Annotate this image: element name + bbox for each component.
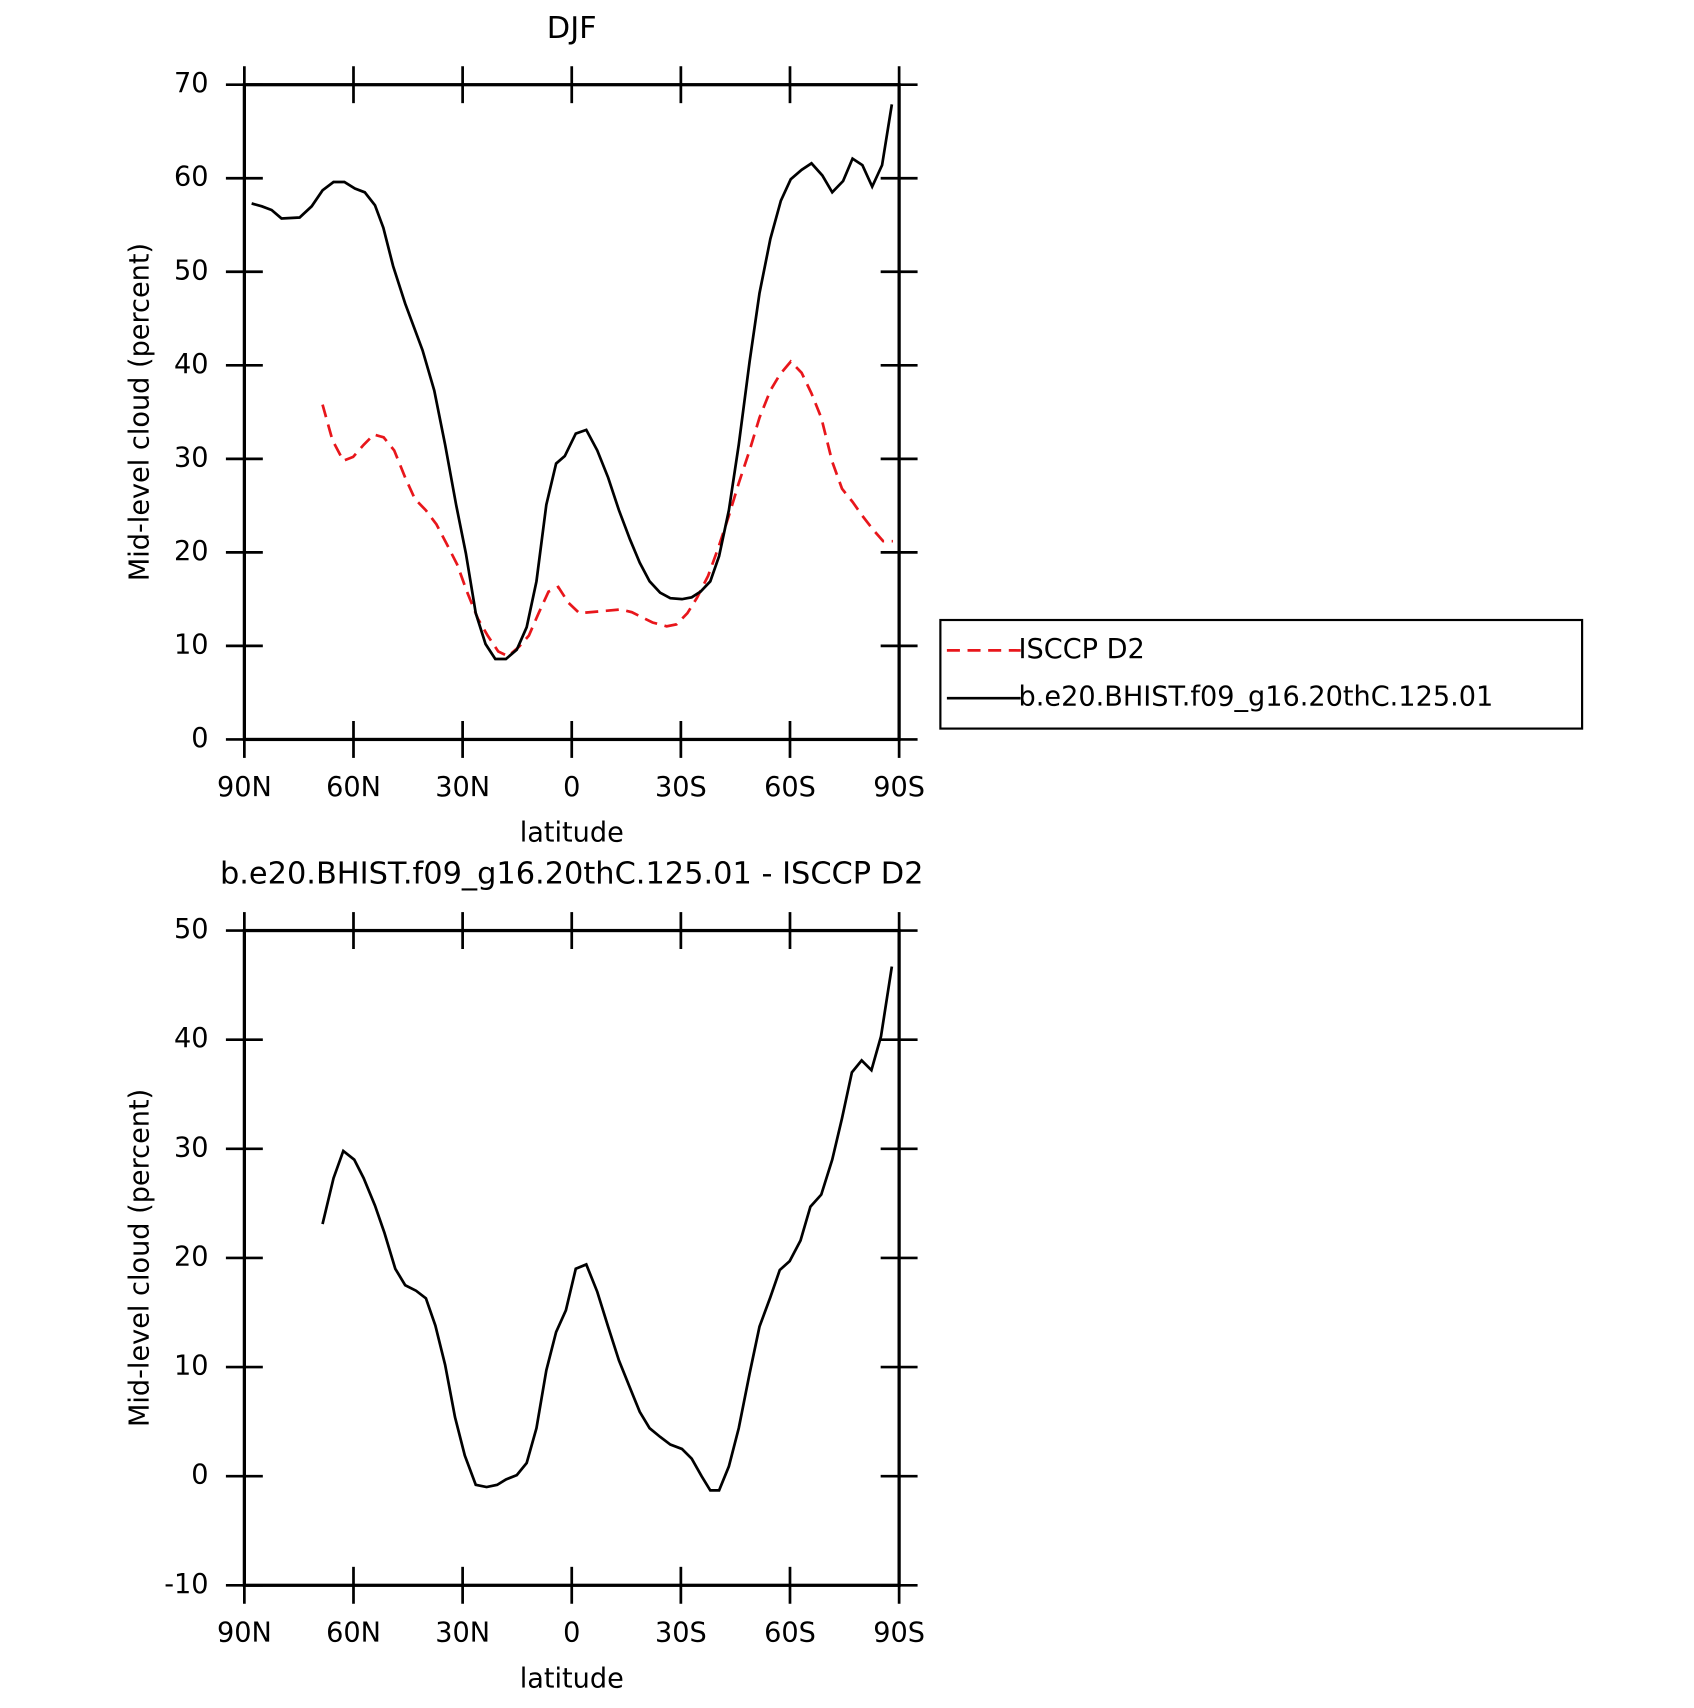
x-tick-label: 60N	[326, 1618, 381, 1649]
x-tick-label: 90S	[873, 1618, 925, 1649]
y-tick-label: 20	[174, 1241, 209, 1272]
x-tick-label: 30S	[655, 1618, 707, 1649]
y-tick-label: 0	[191, 723, 208, 754]
y-tick-label: 30	[174, 1132, 209, 1163]
x-tick-label: 30N	[435, 772, 490, 803]
y-tick-label: 10	[174, 629, 209, 660]
y-tick-label: 60	[174, 162, 209, 193]
chart-title: b.e20.BHIST.f09_g16.20thC.125.01 - ISCCP…	[220, 857, 924, 892]
y-tick-label: 0	[191, 1460, 208, 1491]
x-tick-label: 0	[563, 772, 580, 803]
x-tick-label: 90S	[873, 772, 925, 803]
x-tick-label: 30S	[655, 772, 707, 803]
legend-frame	[939, 618, 1584, 730]
plot-frame	[242, 83, 901, 742]
x-tick-label: 90N	[217, 1618, 272, 1649]
legend-label: b.e20.BHIST.f09_g16.20thC.125.01	[1019, 682, 1494, 713]
y-tick-label: 40	[174, 1023, 209, 1054]
x-tick-label: 60N	[326, 772, 381, 803]
x-axis-label: latitude	[520, 817, 624, 848]
y-tick-label: 40	[174, 349, 209, 380]
x-tick-label: 90N	[217, 772, 272, 803]
y-axis-label: Mid-level cloud (percent)	[125, 1089, 156, 1427]
y-tick-label: 50	[174, 914, 209, 945]
y-tick-label: 50	[174, 255, 209, 286]
chart-title: DJF	[547, 11, 597, 46]
plot-frame	[242, 928, 901, 1587]
y-tick-label: 10	[174, 1351, 209, 1382]
x-tick-label: 60S	[764, 772, 816, 803]
data-line	[321, 966, 894, 1492]
x-tick-label: 30N	[435, 1618, 490, 1649]
legend: ISCCP D2 b.e20.BHIST.f09_g16.20thC.125.01	[939, 618, 1584, 730]
y-tick-label: -10	[164, 1569, 208, 1600]
y-tick-label: 20	[174, 536, 209, 567]
x-tick-label: 0	[563, 1618, 580, 1649]
y-tick-label: 30	[174, 442, 209, 473]
x-tick-label: 60S	[764, 1618, 816, 1649]
legend-label: ISCCP D2	[1019, 634, 1145, 665]
data-line	[251, 104, 894, 661]
x-axis-label: latitude	[520, 1663, 624, 1694]
y-tick-label: 70	[174, 68, 209, 99]
data-line	[321, 359, 893, 658]
y-axis-label: Mid-level cloud (percent)	[125, 243, 156, 581]
